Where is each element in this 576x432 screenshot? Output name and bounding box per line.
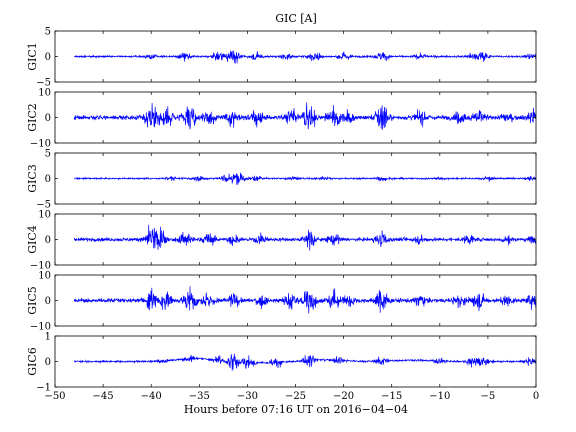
panels-group: −505GIC1−10010GIC2−505GIC3−10010GIC4−100… xyxy=(26,27,539,403)
series-line-gic4 xyxy=(73,224,536,251)
x-tick-label: −50 xyxy=(44,391,65,402)
panel-gic5: −10 0 10 GIC5 xyxy=(26,271,537,333)
series-line-gic5 xyxy=(73,286,536,314)
x-tick-label: −20 xyxy=(333,391,354,402)
x-tick-label: −10 xyxy=(429,391,450,402)
y-tick-label: 0 xyxy=(45,113,51,124)
y-axis-label-gic2: GIC2 xyxy=(26,103,39,132)
x-tick-label: 0 xyxy=(533,391,539,402)
y-axis-label-gic1: GIC1 xyxy=(26,42,39,71)
y-tick-label: 10 xyxy=(38,210,51,221)
chart-title: GIC [A] xyxy=(275,12,317,25)
y-tick-label: 0 xyxy=(45,235,51,246)
y-tick-label: −10 xyxy=(30,322,51,333)
y-tick-label: −5 xyxy=(36,78,51,89)
y-axis-label-gic3: GIC3 xyxy=(26,164,39,193)
y-tick-label: −10 xyxy=(30,139,51,150)
x-tick-label: −5 xyxy=(481,391,496,402)
y-axis-label-gic5: GIC5 xyxy=(26,286,39,315)
panel-gic2: −10 0 10 GIC2 xyxy=(26,88,537,150)
y-tick-label: 5 xyxy=(45,27,51,38)
y-tick-label: 1 xyxy=(45,332,51,343)
y-tick-label: 0 xyxy=(45,357,51,368)
y-tick-label: 0 xyxy=(45,52,51,63)
x-tick-label: −45 xyxy=(93,391,114,402)
y-tick-label: 0 xyxy=(45,174,51,185)
x-tick-label: −25 xyxy=(285,391,306,402)
y-axis-label-gic4: GIC4 xyxy=(26,225,39,254)
y-tick-label: −10 xyxy=(30,261,51,272)
x-tick-label: −15 xyxy=(381,391,402,402)
series-line-gic1 xyxy=(74,50,536,64)
x-axis-label: Hours before 07:16 UT on 2016−04−04 xyxy=(184,403,408,416)
x-tick-label: −35 xyxy=(189,391,210,402)
y-tick-label: 10 xyxy=(38,88,51,99)
series-line-gic6 xyxy=(74,353,536,371)
series-line-gic3 xyxy=(73,172,536,185)
y-tick-label: 10 xyxy=(38,271,51,282)
panel-gic1: −5 0 5 GIC1 xyxy=(26,27,537,89)
series-line-gic2 xyxy=(73,102,536,130)
y-axis-label-gic6: GIC6 xyxy=(26,347,39,376)
x-tick-label: −40 xyxy=(141,391,162,402)
panel-gic3: −5 0 5 GIC3 xyxy=(26,149,537,211)
panel-gic4: −10 0 10 GIC4 xyxy=(26,210,537,272)
y-tick-label: 0 xyxy=(45,296,51,307)
y-tick-label: −1 xyxy=(36,383,51,394)
x-tick-label: −30 xyxy=(237,391,258,402)
y-tick-label: −5 xyxy=(36,200,51,211)
y-tick-label: 5 xyxy=(45,149,51,160)
